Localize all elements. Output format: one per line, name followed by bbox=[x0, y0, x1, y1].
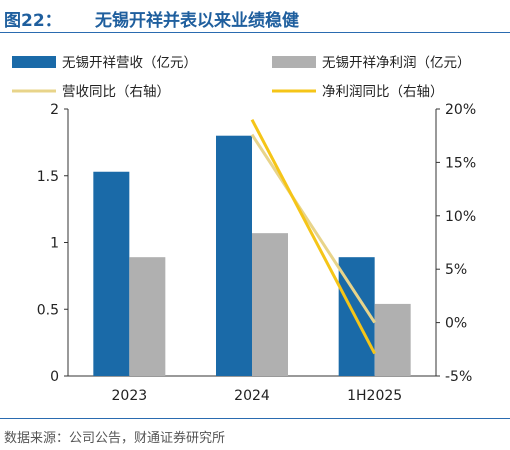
y-tick-label: 1.5 bbox=[37, 169, 59, 185]
line-revenue-yoy bbox=[250, 133, 376, 324]
bar-net-profit bbox=[129, 257, 166, 376]
bar-revenue bbox=[216, 135, 252, 376]
y2-tick-label: 5% bbox=[445, 262, 467, 278]
chart: 无锡开祥营收（亿元） 无锡开祥净利润（亿元） 营收同比（右轴） 净利润同比（右轴） 0 0… bbox=[12, 55, 476, 404]
legend-swatch-1 bbox=[12, 56, 56, 68]
y2-tick-label: 0% bbox=[445, 316, 467, 332]
y-tick-label: 1 bbox=[50, 236, 59, 252]
figure-header: 图22： 无锡开祥并表以来业绩稳健 bbox=[0, 0, 510, 34]
y2-tick-label: -5% bbox=[445, 369, 472, 385]
footer-rule bbox=[0, 418, 510, 419]
figure-title: 无锡开祥并表以来业绩稳健 bbox=[95, 11, 299, 31]
x-tick-label: 1H2025 bbox=[347, 388, 402, 404]
y2-tick-label: 10% bbox=[445, 209, 476, 225]
y-tick-label: 2 bbox=[50, 102, 59, 118]
legend-label-4: 净利润同比（右轴） bbox=[322, 84, 444, 100]
source-note: 数据来源：公司公告，财通证券研究所 bbox=[4, 431, 226, 446]
y2-tick-label: 20% bbox=[445, 102, 476, 118]
header-rule bbox=[0, 32, 510, 33]
y2-tick-label: 15% bbox=[445, 155, 476, 171]
x-tick-label: 2024 bbox=[234, 388, 270, 404]
bar-net-profit bbox=[252, 233, 288, 376]
figure-number: 图22： bbox=[4, 11, 62, 31]
y-tick-label: 0.5 bbox=[37, 302, 59, 318]
legend-swatch-2 bbox=[272, 56, 316, 68]
x-tick-label: 2023 bbox=[112, 388, 148, 404]
legend-label-1: 无锡开祥营收（亿元） bbox=[62, 55, 197, 71]
line-net-profit-yoy bbox=[250, 118, 376, 355]
y-tick-label: 0 bbox=[50, 369, 59, 385]
bar-revenue bbox=[93, 171, 130, 376]
bar-net-profit bbox=[374, 303, 411, 376]
legend-label-3: 营收同比（右轴） bbox=[62, 84, 170, 100]
legend-label-2: 无锡开祥净利润（亿元） bbox=[322, 55, 471, 71]
